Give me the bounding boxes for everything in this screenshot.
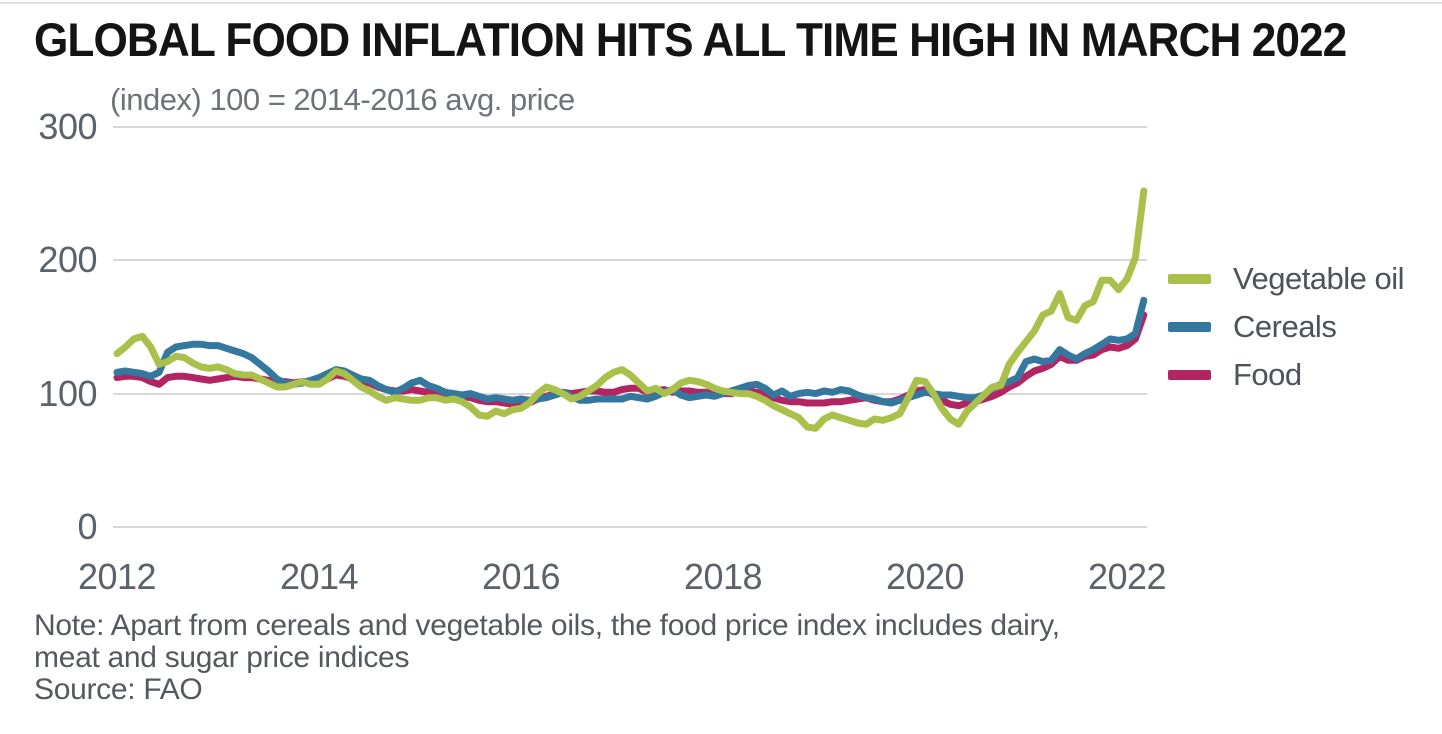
legend-swatch-food bbox=[1168, 370, 1211, 380]
gridline-0 bbox=[113, 526, 1147, 528]
y-axis-label-200: 200 bbox=[38, 239, 97, 280]
legend-label-cereals: Cereals bbox=[1233, 309, 1337, 344]
top-divider bbox=[0, 2, 1442, 4]
y-axis-label-0: 0 bbox=[77, 506, 97, 547]
x-axis-label-2014: 2014 bbox=[279, 556, 359, 597]
legend-item-cereals: Cereals bbox=[1168, 303, 1438, 351]
x-axis-label-2016: 2016 bbox=[481, 556, 561, 597]
legend-label-vegetable-oil: Vegetable oil bbox=[1233, 261, 1405, 296]
chart-subtitle: (index) 100 = 2014-2016 avg. price bbox=[110, 82, 575, 117]
page-title: GLOBAL FOOD INFLATION HITS ALL TIME HIGH… bbox=[34, 13, 1347, 66]
note-block: Note: Apart from cereals and vegetable o… bbox=[34, 610, 1354, 706]
source-text: Source: FAO bbox=[34, 673, 203, 706]
note-line-2: meat and sugar price indices bbox=[34, 641, 410, 674]
x-axis-label-2020: 2020 bbox=[885, 556, 965, 597]
y-axis-label-100: 100 bbox=[38, 373, 97, 414]
legend-item-food: Food bbox=[1168, 351, 1438, 399]
legend: Vegetable oil Cereals Food bbox=[1168, 255, 1438, 399]
legend-label-food: Food bbox=[1233, 357, 1302, 392]
legend-item-vegetable-oil: Vegetable oil bbox=[1168, 255, 1438, 303]
x-axis-label-2012: 2012 bbox=[77, 556, 157, 597]
x-axis-label-2018: 2018 bbox=[683, 556, 763, 597]
legend-swatch-cereals bbox=[1168, 322, 1211, 332]
legend-swatch-vegetable-oil bbox=[1168, 274, 1211, 284]
gridline-300 bbox=[113, 126, 1147, 128]
gridline-200 bbox=[113, 259, 1147, 261]
note-line-1: Note: Apart from cereals and vegetable o… bbox=[34, 609, 1060, 642]
x-axis-label-2022: 2022 bbox=[1087, 556, 1167, 597]
y-axis-label-300: 300 bbox=[38, 106, 97, 147]
chart-line-vegetable-oil bbox=[113, 187, 1148, 432]
